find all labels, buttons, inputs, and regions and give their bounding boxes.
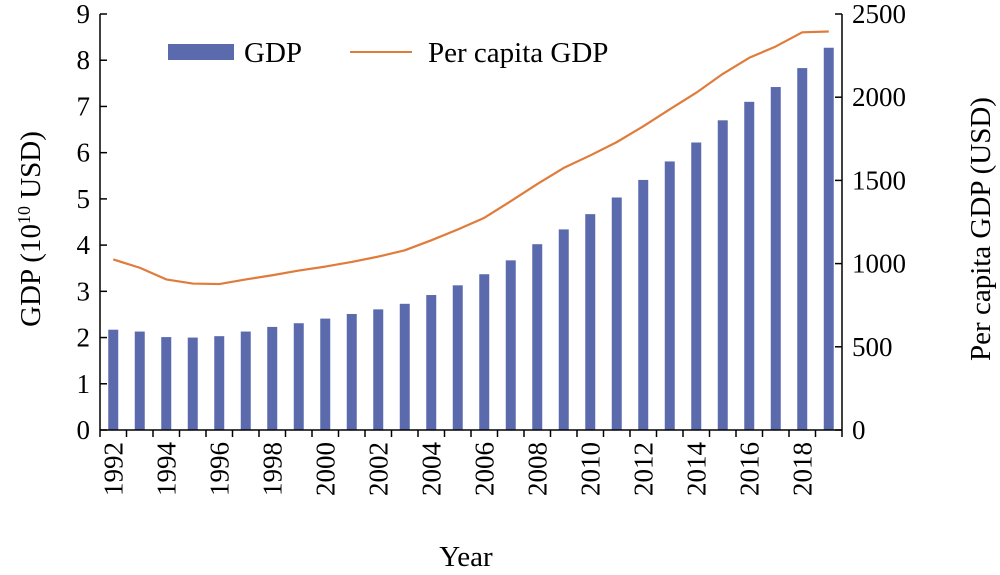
gdp-bar [505, 260, 516, 430]
gdp-bar [717, 120, 728, 430]
right-y-ticks: 0 500 1000 1500 2000 2500 [835, 0, 906, 445]
x-tick-label: 2008 [522, 442, 552, 496]
gdp-bar [479, 274, 490, 430]
left-y-tick-label: 9 [77, 0, 91, 29]
left-y-tick-label: 5 [77, 184, 91, 214]
per-capita-line-layer [112, 30, 829, 286]
gdp-bar [293, 323, 304, 430]
left-y-tick-label: 2 [77, 323, 91, 353]
gdp-bar [585, 214, 596, 430]
gdp-bar [373, 309, 384, 430]
left-y-tick-label: 0 [77, 415, 91, 445]
gdp-bar [161, 337, 172, 430]
x-tick-label: 1996 [204, 442, 234, 496]
x-tick-label: 2010 [575, 442, 605, 496]
x-ticks: 1992 1994 1996 1998 2000 2002 2004 2006 2008 2010… [98, 430, 843, 497]
left-y-tick-label: 1 [77, 369, 91, 399]
x-tick-label: 1992 [98, 442, 128, 496]
x-tick-label: 2002 [363, 442, 393, 496]
gdp-bar [346, 313, 357, 430]
x-axis-title: Year [439, 541, 493, 570]
right-y-axis-title: Per capita GDP (USD) [965, 97, 997, 361]
left-y-tick-label: 6 [77, 138, 91, 168]
gdp-bar [664, 161, 675, 430]
gdp-bar [134, 331, 145, 430]
legend: GDP Per capita GDP [168, 37, 608, 69]
axes [99, 14, 843, 431]
x-tick-label: 2004 [416, 442, 446, 497]
gdp-bar [320, 318, 331, 430]
gdp-bar [240, 331, 251, 430]
gdp-bar [214, 336, 225, 430]
gdp-bar [770, 87, 781, 430]
left-y-axis-title-sup: 10 [14, 206, 34, 224]
x-tick-label: 2018 [787, 442, 817, 496]
gdp-bar [744, 101, 755, 430]
gdp-bar [267, 326, 278, 430]
right-y-tick-label: 1000 [852, 249, 906, 279]
gdp-bar [638, 179, 649, 430]
gdp-bar [823, 47, 834, 431]
legend-swatch-gdp [168, 44, 234, 60]
left-y-tick-label: 3 [77, 276, 91, 306]
gdp-bar [532, 244, 543, 430]
x-tick-label: 1994 [151, 442, 181, 497]
left-y-axis-title-end: USD) [15, 131, 47, 206]
gdp-bar [399, 303, 410, 430]
right-y-tick-label: 2500 [852, 0, 906, 29]
gdp-bar [797, 68, 808, 430]
gdp-bar [108, 329, 119, 430]
gdp-bar [187, 337, 198, 430]
gdp-bar [611, 197, 622, 430]
gdp-bar [558, 229, 569, 430]
right-y-tick-label: 500 [852, 332, 893, 362]
legend-label-gdp: GDP [244, 37, 302, 69]
legend-label-per-capita: Per capita GDP [428, 37, 608, 69]
gdp-bar [452, 285, 463, 430]
left-y-axis-title: GDP (1010 USD) [14, 131, 47, 327]
x-tick-label: 1998 [257, 442, 287, 496]
gdp-bar [426, 295, 437, 430]
gdp-bars [108, 47, 834, 431]
right-y-tick-label: 0 [852, 415, 866, 445]
x-tick-label: 2006 [469, 442, 499, 496]
left-y-axis-title-main: GDP (10 [15, 224, 47, 327]
x-tick-label: 2012 [628, 442, 658, 496]
per-capita-gdp-line [112, 30, 829, 286]
left-y-ticks: 0 1 2 3 4 5 6 7 8 9 [77, 0, 107, 445]
left-y-tick-label: 8 [77, 45, 91, 75]
x-tick-label: 2016 [734, 442, 764, 496]
x-tick-label: 2000 [310, 442, 340, 496]
gdp-bar [691, 142, 702, 430]
right-y-tick-label: 2000 [852, 82, 906, 112]
left-y-tick-label: 4 [77, 230, 91, 260]
left-y-tick-label: 7 [77, 91, 91, 121]
x-tick-label: 2014 [681, 442, 711, 497]
right-y-tick-label: 1500 [852, 165, 906, 195]
